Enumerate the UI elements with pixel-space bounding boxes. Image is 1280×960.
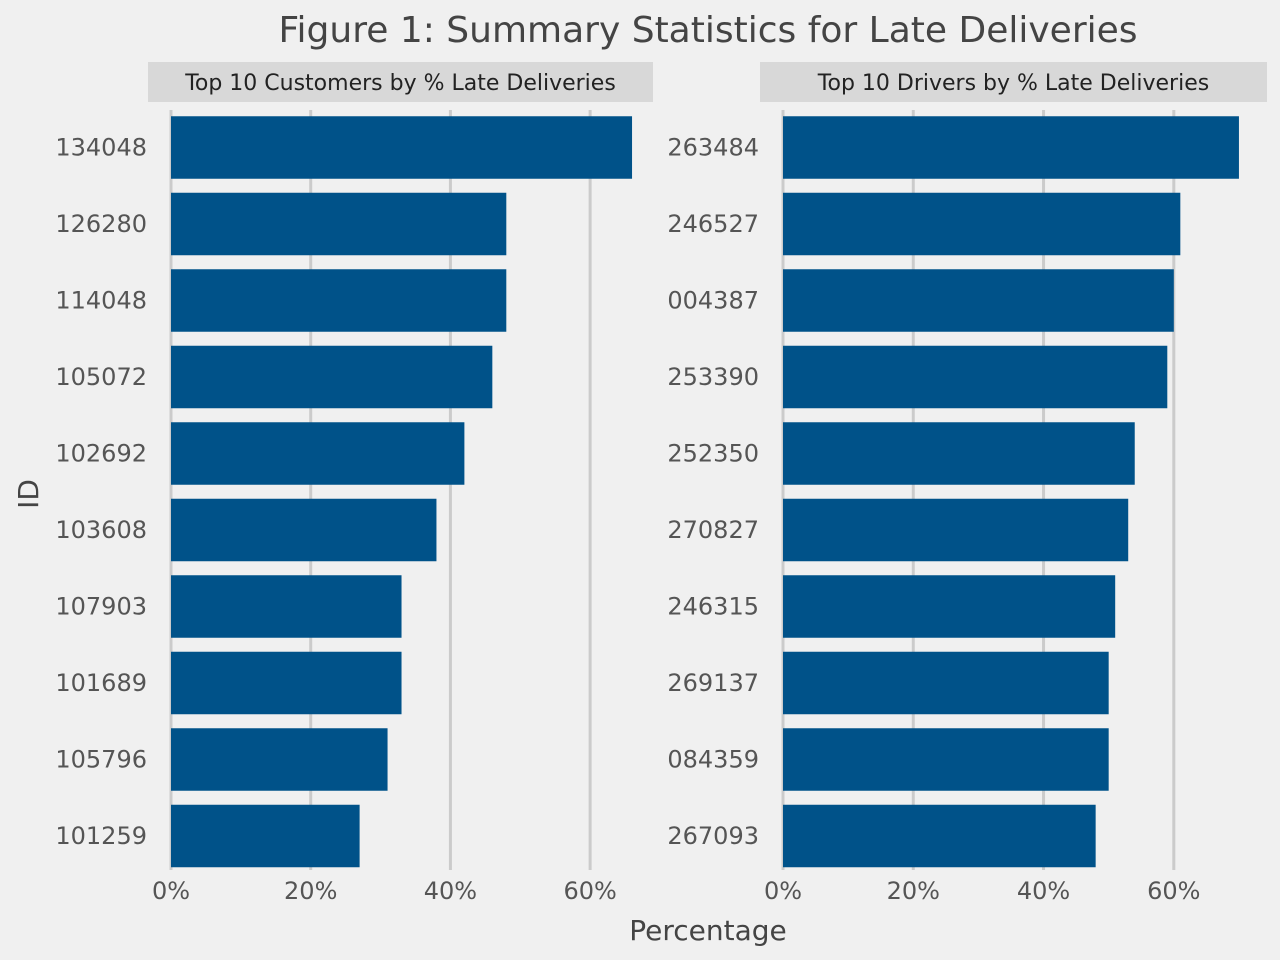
bar [171, 651, 402, 715]
y-tick-label: 102692 [55, 440, 147, 468]
y-tick-label: 246315 [667, 593, 759, 621]
panel-title: Top 10 Drivers by % Late Deliveries [817, 71, 1209, 96]
x-tick-label: 60% [563, 877, 616, 905]
bar [171, 192, 507, 256]
x-axis-label: Percentage [629, 914, 787, 947]
y-tick-label: 101689 [55, 669, 147, 697]
bar [783, 498, 1129, 562]
y-tick-label: 126280 [55, 210, 147, 238]
bar [171, 116, 633, 179]
panel-title-strip [760, 62, 1267, 102]
y-tick-label: 263484 [667, 134, 759, 162]
bar [171, 728, 388, 791]
y-axis-label: ID [12, 479, 45, 509]
x-tick-label: 40% [1017, 877, 1070, 905]
y-tick-label: 114048 [55, 287, 147, 315]
y-tick-label: 101259 [55, 822, 147, 850]
bar [171, 422, 465, 485]
bar [171, 575, 402, 638]
y-tick-label: 134048 [55, 134, 147, 162]
y-tick-label: 105072 [55, 363, 147, 391]
bar [783, 192, 1181, 256]
y-tick-label: 107903 [55, 593, 147, 621]
bar [783, 651, 1109, 715]
x-tick-label: 60% [1147, 877, 1200, 905]
y-tick-label: 253390 [667, 363, 759, 391]
x-tick-label: 20% [887, 877, 940, 905]
panel-2: Top 10 Drivers by % Late Deliveries 26348… [667, 62, 1267, 905]
bar [171, 269, 507, 332]
panel-title: Top 10 Customers by % Late Deliveries [184, 71, 616, 96]
bar [171, 345, 493, 409]
y-tick-label: 270827 [667, 516, 759, 544]
y-tick-label: 084359 [667, 746, 759, 774]
bar [783, 804, 1096, 868]
bar [783, 728, 1109, 791]
y-tick-label: 246527 [667, 210, 759, 238]
x-tick-label: 20% [284, 877, 337, 905]
y-tick-label: 103608 [55, 516, 147, 544]
x-tick-label: 40% [424, 877, 477, 905]
y-tick-label: 267093 [667, 822, 759, 850]
bar [171, 804, 360, 868]
y-tick-label: 105796 [55, 746, 147, 774]
y-tick-label: 252350 [667, 440, 759, 468]
bar [783, 269, 1174, 332]
bar [783, 116, 1239, 179]
x-tick-label: 0% [152, 877, 190, 905]
figure-title: Figure 1: Summary Statistics for Late De… [278, 10, 1137, 51]
chart-panels: Top 10 Customers by % Late Deliveries 134… [55, 62, 1267, 905]
y-tick-label: 269137 [667, 669, 759, 697]
bar [171, 498, 437, 562]
x-tick-label: 0% [764, 877, 802, 905]
bar [783, 345, 1168, 409]
y-tick-label: 004387 [667, 287, 759, 315]
panel-title-strip [148, 62, 653, 102]
bar [783, 575, 1116, 638]
panel-1: Top 10 Customers by % Late Deliveries 134… [55, 62, 653, 905]
bar [783, 422, 1135, 485]
